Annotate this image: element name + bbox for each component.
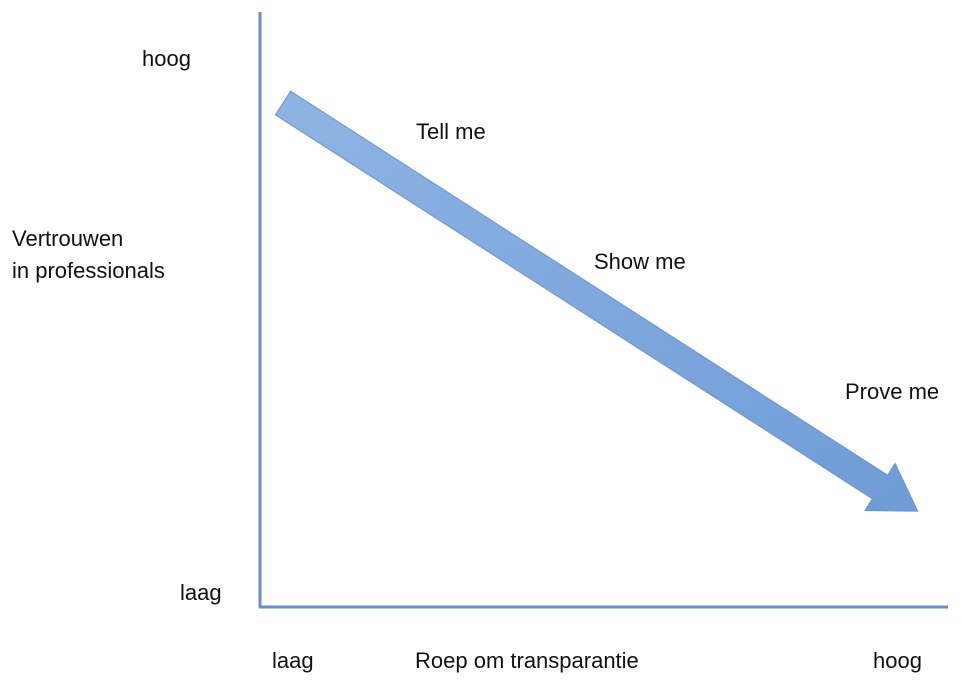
stage-label: Tell me: [416, 119, 486, 144]
x-low-label: laag: [272, 648, 314, 673]
y-high-label: hoog: [142, 46, 191, 71]
x-high-label: hoog: [873, 648, 922, 673]
stage-label: Show me: [594, 249, 686, 274]
y-low-label: laag: [180, 580, 222, 605]
stage-label: Prove me: [845, 379, 939, 404]
y-axis-label: in professionals: [12, 258, 165, 283]
x-axis-label: Roep om transparantie: [415, 648, 639, 673]
y-axis-label: Vertrouwen: [12, 226, 123, 251]
trend-arrow: [274, 90, 919, 512]
